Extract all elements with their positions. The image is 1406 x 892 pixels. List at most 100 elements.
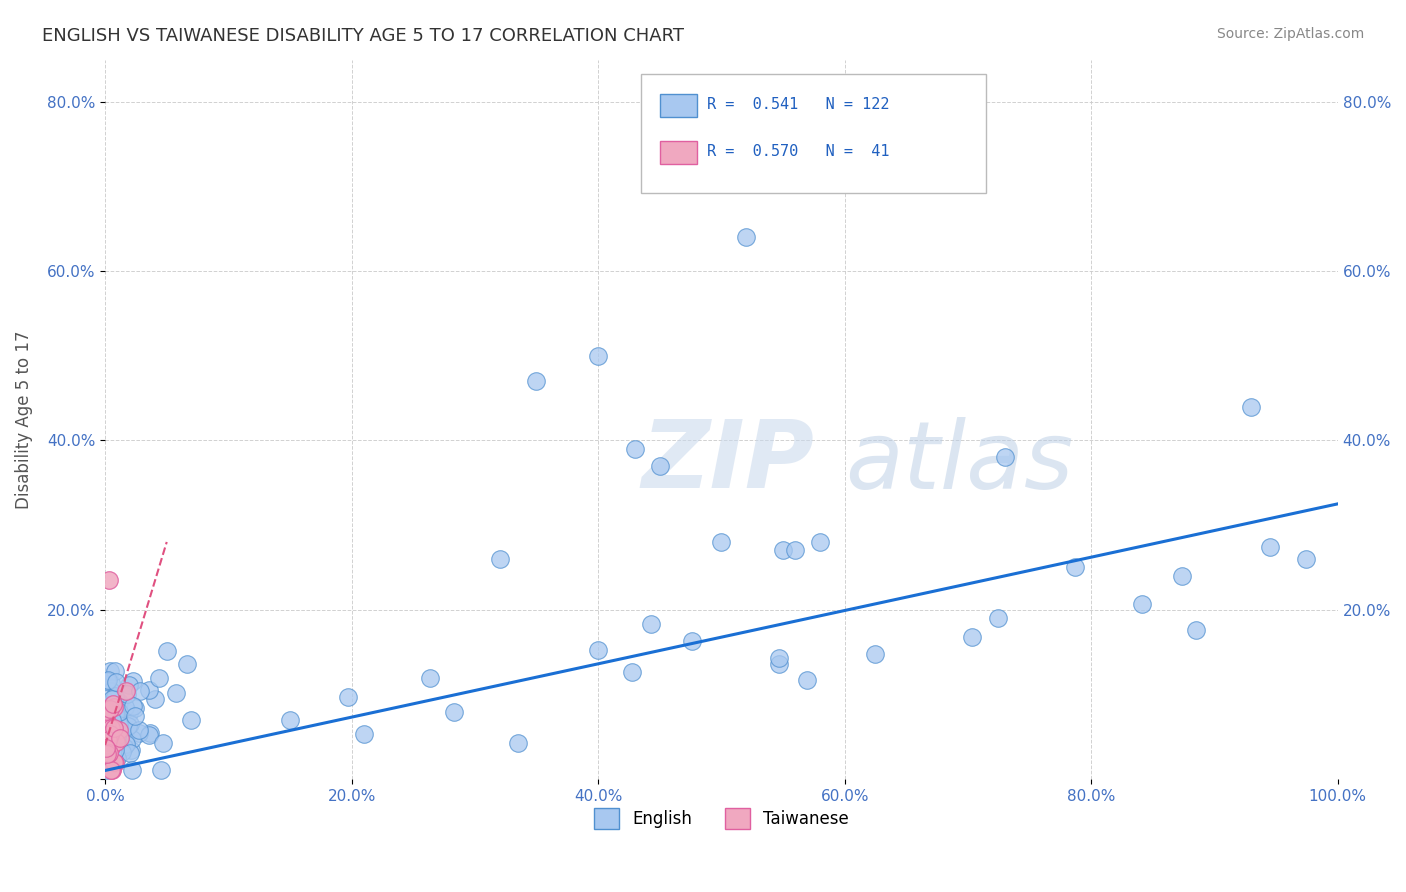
Point <box>97 738 120 752</box>
Point <box>103 726 125 740</box>
Point <box>100 763 122 777</box>
Point <box>108 723 131 738</box>
Point <box>624 442 647 456</box>
Point <box>115 684 138 698</box>
Point <box>100 676 122 690</box>
Point <box>96 714 118 729</box>
FancyBboxPatch shape <box>659 141 697 164</box>
Point <box>180 713 202 727</box>
Point <box>105 675 128 690</box>
Point <box>107 722 129 736</box>
Point <box>103 700 125 714</box>
Point <box>96 740 118 755</box>
Point <box>138 683 160 698</box>
Point <box>96 752 118 766</box>
Point <box>105 734 128 748</box>
Point <box>96 728 118 742</box>
Point <box>96 756 118 771</box>
Point <box>152 736 174 750</box>
Point <box>103 722 125 736</box>
Point <box>101 723 124 737</box>
Point <box>101 726 124 740</box>
Point <box>96 727 118 741</box>
Point <box>97 723 120 738</box>
Point <box>768 651 790 665</box>
Point <box>103 712 125 726</box>
Point <box>138 725 160 739</box>
Point <box>994 450 1017 465</box>
Point <box>96 673 118 688</box>
Point <box>96 697 118 711</box>
Point <box>1258 540 1281 554</box>
Point <box>97 673 120 688</box>
Point <box>120 717 142 731</box>
Point <box>101 745 124 759</box>
Point <box>640 617 662 632</box>
Point <box>104 756 127 770</box>
Point <box>97 732 120 747</box>
Point <box>710 535 733 549</box>
Legend: English, Taiwanese: English, Taiwanese <box>586 802 856 835</box>
FancyBboxPatch shape <box>659 95 697 117</box>
Point <box>443 705 465 719</box>
Point <box>97 756 120 771</box>
Point <box>107 715 129 730</box>
Point <box>100 684 122 698</box>
Point <box>96 698 118 713</box>
Point <box>105 703 128 717</box>
Point <box>115 731 138 746</box>
Point <box>101 700 124 714</box>
Point <box>104 743 127 757</box>
Point <box>124 709 146 723</box>
Point <box>129 684 152 698</box>
Point <box>100 713 122 727</box>
Point <box>1185 623 1208 637</box>
Point <box>526 374 548 388</box>
Point <box>96 704 118 718</box>
Point <box>96 706 118 721</box>
Point <box>120 746 142 760</box>
Point <box>121 764 143 778</box>
Point <box>104 704 127 718</box>
Point <box>115 737 138 751</box>
Point <box>96 747 118 761</box>
Point <box>100 721 122 735</box>
Point <box>101 697 124 711</box>
Point <box>768 657 790 672</box>
Text: ZIP: ZIP <box>641 417 814 508</box>
Point <box>488 552 510 566</box>
Point <box>98 702 121 716</box>
Point <box>103 700 125 714</box>
Point <box>98 664 121 678</box>
Point <box>124 701 146 715</box>
Point <box>96 733 118 747</box>
Point <box>648 458 671 473</box>
Point <box>419 671 441 685</box>
Point <box>111 740 134 755</box>
Y-axis label: Disability Age 5 to 17: Disability Age 5 to 17 <box>15 330 32 508</box>
Point <box>143 692 166 706</box>
Point <box>105 735 128 749</box>
Point <box>97 573 120 587</box>
Point <box>101 728 124 742</box>
Point <box>987 611 1010 625</box>
Point <box>110 719 132 733</box>
Point <box>681 633 703 648</box>
Point <box>108 695 131 709</box>
Point <box>1064 560 1087 574</box>
Point <box>337 690 360 705</box>
Text: R =  0.541   N = 122: R = 0.541 N = 122 <box>707 97 889 112</box>
Point <box>114 722 136 736</box>
Point <box>96 717 118 731</box>
Point <box>586 349 609 363</box>
Point <box>118 706 141 721</box>
Point <box>104 689 127 703</box>
Point <box>156 644 179 658</box>
Point <box>149 764 172 778</box>
Point <box>128 726 150 740</box>
Point <box>104 706 127 721</box>
Point <box>772 543 794 558</box>
Point <box>97 733 120 747</box>
Point <box>103 755 125 769</box>
Point <box>104 690 127 705</box>
